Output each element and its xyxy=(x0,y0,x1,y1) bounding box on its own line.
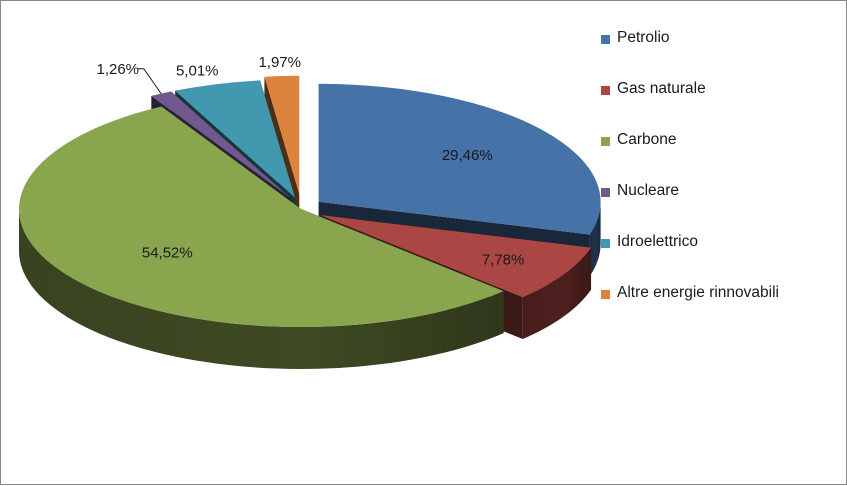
legend-item-gas-naturale: Gas naturale xyxy=(601,80,841,131)
legend-item-altre-energie-rinnovabili: Altre energie rinnovabili xyxy=(601,284,841,335)
pie-slice-side-shade-carbone xyxy=(19,209,504,369)
legend-item-carbone: Carbone xyxy=(601,131,841,182)
legend-item-idroelettrico: Idroelettrico xyxy=(601,233,841,284)
legend-item-petrolio: Petrolio xyxy=(601,29,841,80)
data-label-petrolio: 29,46% xyxy=(442,147,493,164)
legend-label-altre-energie-rinnovabili: Altre energie rinnovabili xyxy=(617,284,779,301)
pie-slice-top-carbone xyxy=(18,106,504,328)
pie-slice-top-petrolio xyxy=(318,83,601,235)
pie-slice-side-shade-petrolio xyxy=(589,201,601,277)
legend-label-gas-naturale: Gas naturale xyxy=(617,80,706,97)
legend-label-carbone: Carbone xyxy=(617,131,677,148)
pie-slice-top-idroelettrico xyxy=(175,80,295,198)
legend: Petrolio Gas naturale Carbone Nucleare I… xyxy=(601,29,841,335)
pie-slice-top-altre-energie-rinnovabili xyxy=(264,75,300,194)
data-label-nucleare: 1,26% xyxy=(96,61,139,78)
pie-slice-side-shade-gas-naturale xyxy=(522,247,592,340)
legend-label-nucleare: Nucleare xyxy=(617,182,680,199)
legend-swatch-gas-naturale xyxy=(601,86,610,95)
legend-swatch-carbone xyxy=(601,137,610,146)
legend-swatch-nucleare xyxy=(601,188,610,197)
leader-line-nucleare xyxy=(137,68,162,94)
legend-swatch-idroelettrico xyxy=(601,239,610,248)
legend-label-petrolio: Petrolio xyxy=(617,29,670,46)
pie-slice-top-gas-naturale xyxy=(320,214,592,298)
data-label-gas-naturale: 7,78% xyxy=(482,251,525,268)
legend-swatch-petrolio xyxy=(601,35,610,44)
legend-label-idroelettrico: Idroelettrico xyxy=(617,233,698,250)
legend-item-nucleare: Nucleare xyxy=(601,182,841,233)
data-label-carbone: 54,52% xyxy=(142,244,193,261)
pie-slice-carbone xyxy=(18,106,504,369)
data-label-idroelettrico: 5,01% xyxy=(176,63,219,80)
pie-slice-top-nucleare xyxy=(151,91,291,199)
legend-swatch-altre-energie-rinnovabili xyxy=(601,290,610,299)
data-label-altre-energie-rinnovabili: 1,97% xyxy=(258,54,301,71)
